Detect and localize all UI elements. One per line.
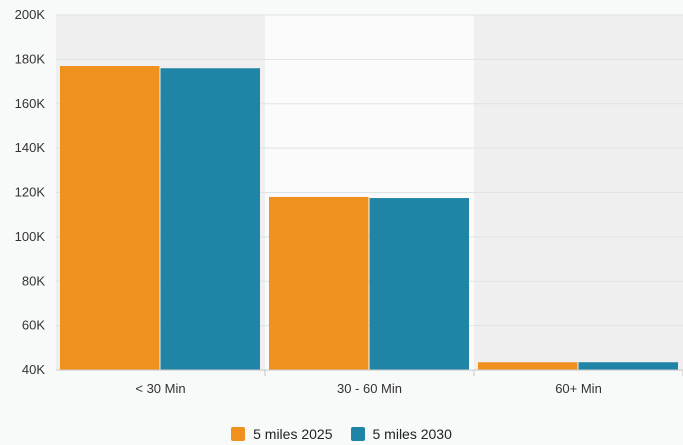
y-tick-label: 100K <box>15 229 46 244</box>
bar-5-miles-2030[interactable] <box>369 198 470 370</box>
y-tick-label: 180K <box>15 51 46 66</box>
legend-label-2030: 5 miles 2030 <box>372 426 452 442</box>
y-tick-label: 140K <box>15 140 46 155</box>
y-tick-label: 80K <box>22 273 45 288</box>
x-tick-label: 60+ Min <box>555 381 602 396</box>
x-tick-label: 30 - 60 Min <box>337 381 402 396</box>
legend-item-2025[interactable]: 5 miles 2025 <box>231 426 333 442</box>
y-tick-label: 200K <box>15 7 46 22</box>
y-tick-label: 120K <box>15 185 46 200</box>
bar-5-miles-2025[interactable] <box>269 196 369 370</box>
bar-5-miles-2025[interactable] <box>60 66 160 370</box>
y-tick-label: 160K <box>15 96 46 111</box>
bar-5-miles-2025[interactable] <box>478 362 578 370</box>
legend-label-2025: 5 miles 2025 <box>253 426 333 442</box>
bar-5-miles-2030[interactable] <box>578 362 679 370</box>
bar-5-miles-2030[interactable] <box>160 68 261 370</box>
bar-chart: 40K 60K 80K 100K 120K 140K 160K 180K 200K < 30 M… <box>15 7 683 396</box>
x-axis: < 30 Min 30 - 60 Min 60+ Min <box>56 369 683 396</box>
legend-item-2030[interactable]: 5 miles 2030 <box>350 426 452 442</box>
y-tick-label: 40K <box>22 362 45 377</box>
legend-swatch-2025 <box>231 427 246 441</box>
legend: 5 miles 2025 5 miles 2030 <box>0 424 683 444</box>
y-axis: 40K 60K 80K 100K 120K 140K 160K 180K 200K <box>15 7 46 377</box>
x-tick-label: < 30 Min <box>135 381 185 396</box>
bars <box>60 66 678 370</box>
legend-swatch-2030 <box>350 427 365 441</box>
y-tick-label: 60K <box>22 318 45 333</box>
